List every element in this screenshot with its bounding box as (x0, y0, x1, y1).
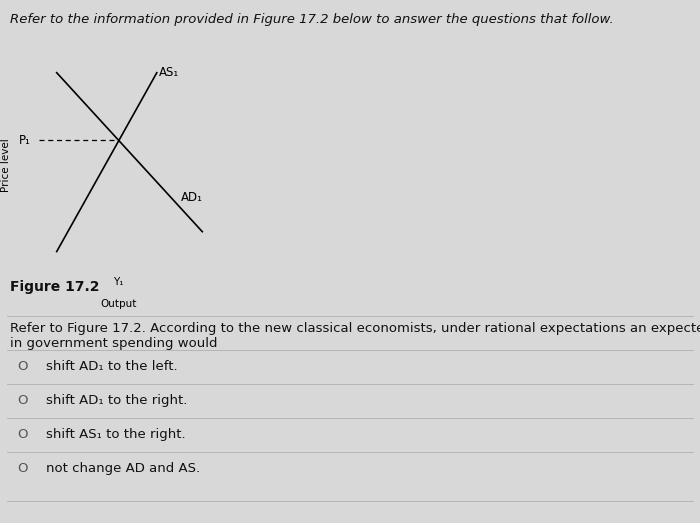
Text: shift AS₁ to the right.: shift AS₁ to the right. (46, 428, 185, 440)
Text: Refer to the information provided in Figure 17.2 below to answer the questions t: Refer to the information provided in Fig… (10, 13, 615, 26)
Text: Figure 17.2: Figure 17.2 (10, 280, 100, 294)
Text: Y₁: Y₁ (113, 277, 124, 288)
Text: O: O (18, 462, 28, 474)
Text: not change AD and AS.: not change AD and AS. (46, 462, 199, 474)
Text: Refer to Figure 17.2. According to the new classical economists, under rational : Refer to Figure 17.2. According to the n… (10, 322, 700, 350)
Text: Output: Output (100, 299, 136, 309)
Text: P₁: P₁ (20, 134, 32, 147)
Text: AS₁: AS₁ (159, 66, 179, 79)
Text: O: O (18, 428, 28, 440)
Text: shift AD₁ to the left.: shift AD₁ to the left. (46, 360, 177, 372)
Text: shift AD₁ to the right.: shift AD₁ to the right. (46, 394, 187, 406)
Text: Price level: Price level (1, 138, 10, 191)
Text: O: O (18, 394, 28, 406)
Text: AD₁: AD₁ (181, 191, 202, 204)
Text: O: O (18, 360, 28, 372)
